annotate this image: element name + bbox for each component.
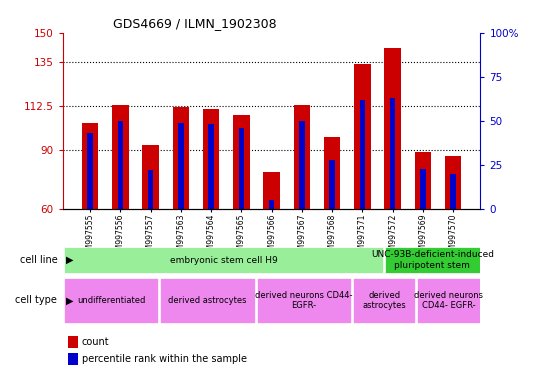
- Bar: [64, 278, 158, 323]
- Bar: [420, 169, 426, 209]
- Text: ▶: ▶: [66, 255, 73, 265]
- Text: undifferentiated: undifferentiated: [77, 296, 145, 305]
- Bar: [160, 278, 254, 323]
- Bar: [87, 133, 93, 209]
- Bar: [324, 137, 341, 209]
- Bar: [384, 48, 401, 209]
- Text: ▶: ▶: [66, 295, 73, 306]
- Text: GDS4669 / ILMN_1902308: GDS4669 / ILMN_1902308: [113, 17, 276, 30]
- Bar: [294, 105, 310, 209]
- Bar: [178, 123, 183, 209]
- Text: cell line: cell line: [20, 255, 57, 265]
- Text: percentile rank within the sample: percentile rank within the sample: [82, 354, 247, 364]
- Text: cell type: cell type: [15, 295, 57, 306]
- Bar: [209, 124, 214, 209]
- Bar: [414, 152, 431, 209]
- Bar: [148, 170, 153, 209]
- Text: derived neurons CD44-
EGFR-: derived neurons CD44- EGFR-: [255, 291, 353, 310]
- Bar: [417, 278, 479, 323]
- Bar: [233, 115, 250, 209]
- Bar: [353, 278, 416, 323]
- Bar: [269, 200, 274, 209]
- Text: derived
astrocytes: derived astrocytes: [362, 291, 406, 310]
- Bar: [257, 278, 351, 323]
- Bar: [82, 123, 98, 209]
- Text: embryonic stem cell H9: embryonic stem cell H9: [170, 256, 277, 265]
- Bar: [450, 174, 456, 209]
- Text: derived astrocytes: derived astrocytes: [168, 296, 247, 305]
- Bar: [112, 105, 129, 209]
- Bar: [445, 156, 461, 209]
- Text: derived neurons
CD44- EGFR-: derived neurons CD44- EGFR-: [414, 291, 483, 310]
- Bar: [239, 128, 244, 209]
- Bar: [173, 107, 189, 209]
- Bar: [360, 100, 365, 209]
- Bar: [299, 121, 305, 209]
- Text: count: count: [82, 337, 110, 347]
- Bar: [64, 247, 383, 273]
- Text: UNC-93B-deficient-induced
pluripotent stem: UNC-93B-deficient-induced pluripotent st…: [371, 250, 494, 270]
- Bar: [263, 172, 280, 209]
- Bar: [203, 109, 219, 209]
- Bar: [354, 64, 371, 209]
- Bar: [143, 144, 159, 209]
- Bar: [329, 160, 335, 209]
- Bar: [390, 98, 395, 209]
- Bar: [117, 121, 123, 209]
- Bar: [385, 247, 479, 273]
